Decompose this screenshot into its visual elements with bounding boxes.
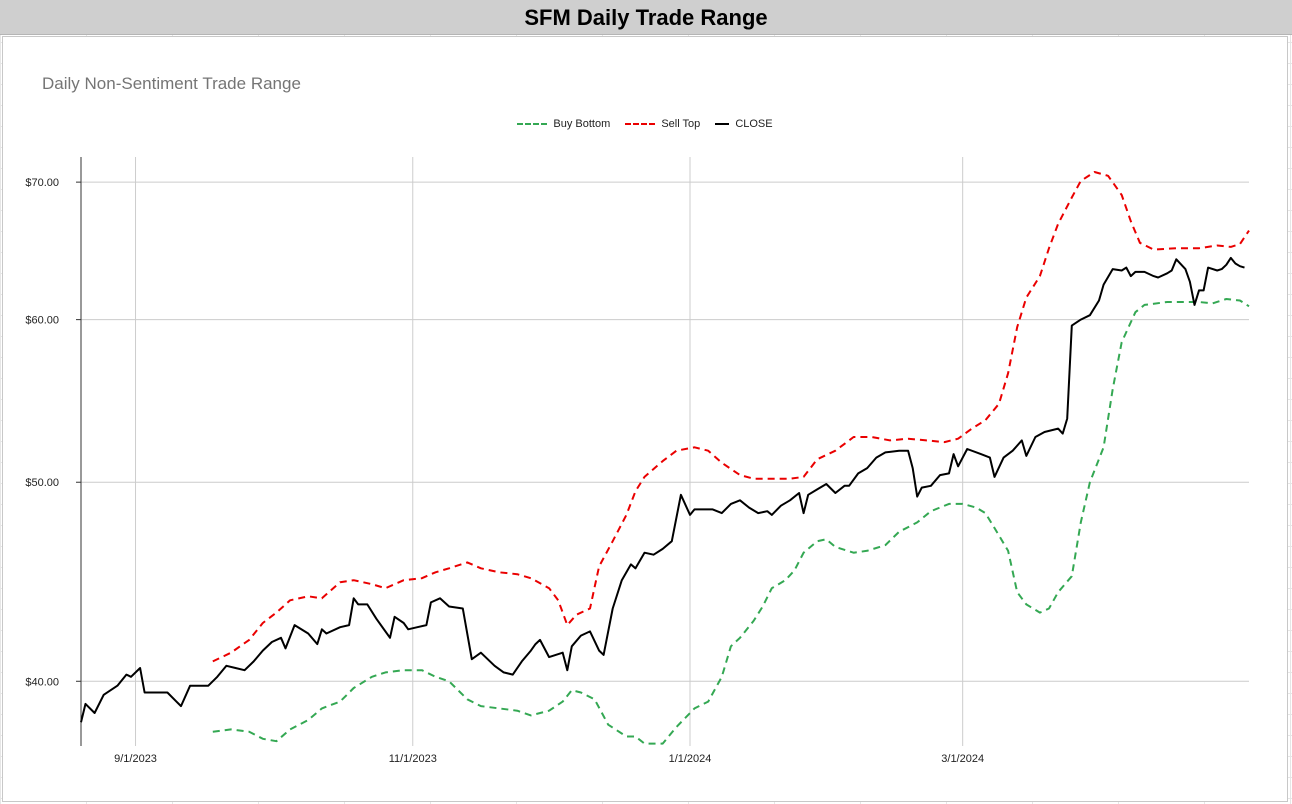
sell-top-line xyxy=(212,171,1250,663)
y-tick-label: $40.00 xyxy=(25,676,59,688)
legend-item-buy-bottom[interactable]: Buy Bottom xyxy=(517,118,610,130)
series-lines xyxy=(80,171,1250,745)
chart-container[interactable]: Daily Non-Sentiment Trade Range Buy Bott… xyxy=(2,36,1288,802)
tick-labels: $40.00 $50.00 $60.00 $70.00 9/1/2023 11/1/202… xyxy=(25,177,984,765)
gridlines xyxy=(81,157,1249,746)
chart-title: Daily Non-Sentiment Trade Range xyxy=(42,74,301,93)
legend-item-close[interactable]: CLOSE xyxy=(715,118,773,130)
legend-swatch-close xyxy=(715,123,730,125)
legend-item-sell-top[interactable]: Sell Top xyxy=(625,118,700,130)
plot-area: $40.00 $50.00 $60.00 $70.00 9/1/2023 11/1/202… xyxy=(25,157,1250,765)
x-tick-label: 9/1/2023 xyxy=(114,753,157,765)
buy-bottom-line xyxy=(212,298,1250,745)
legend-label-buy-bottom: Buy Bottom xyxy=(553,118,611,130)
legend-swatch-buy-bottom xyxy=(517,123,548,125)
legend-label-sell-top: Sell Top xyxy=(661,118,701,130)
legend-label-close: CLOSE xyxy=(735,118,773,130)
chart-legend: Buy Bottom Sell Top CLOSE xyxy=(3,116,1287,130)
sheet-title: SFM Daily Trade Range xyxy=(0,0,1292,35)
y-tick-label: $70.00 xyxy=(25,177,59,189)
close-line xyxy=(80,256,1245,723)
legend-swatch-sell-top xyxy=(625,123,656,125)
axes xyxy=(76,157,82,746)
y-tick-label: $60.00 xyxy=(25,315,59,327)
x-tick-label: 1/1/2024 xyxy=(669,753,712,765)
y-tick-label: $50.00 xyxy=(25,477,59,489)
x-tick-label: 3/1/2024 xyxy=(941,753,984,765)
x-tick-label: 11/1/2023 xyxy=(389,753,437,765)
